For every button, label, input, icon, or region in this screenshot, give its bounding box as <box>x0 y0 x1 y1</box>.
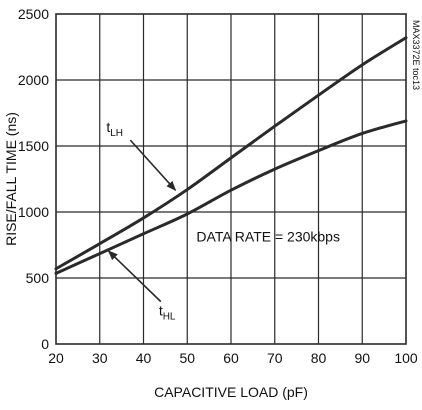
x-tick-label: 70 <box>267 350 283 366</box>
x-tick-labels: 20 30 40 50 60 70 80 90 100 <box>48 350 418 366</box>
x-tick-label: 100 <box>394 350 418 366</box>
series-layer <box>54 36 408 275</box>
y-tick-label: 2500 <box>18 6 49 22</box>
annotations: tLH tHL DATA RATE = 230kbps <box>106 119 340 322</box>
annotation-label-tlh: tLH <box>106 119 123 139</box>
plot-frame <box>55 13 407 345</box>
x-tick-label: 40 <box>136 350 152 366</box>
annotation-label-thl: tHL <box>159 303 176 323</box>
y-tick-labels: 0 500 1000 1500 2000 2500 <box>18 6 49 352</box>
y-axis-title: RISE/FALL TIME (ns) <box>3 112 19 246</box>
x-tick-label: 50 <box>179 350 195 366</box>
annotation-data-rate: DATA RATE = 230kbps <box>196 229 340 245</box>
series-line-thl <box>54 119 408 275</box>
y-tick-label: 2000 <box>18 72 49 88</box>
x-tick-label: 80 <box>311 350 327 366</box>
x-tick-label: 90 <box>354 350 370 366</box>
annotation-arrow-tlh <box>129 139 177 191</box>
series-line-tlh <box>54 36 408 271</box>
x-axis-title: CAPACITIVE LOAD (pF) <box>154 384 308 400</box>
x-tick-label: 30 <box>92 350 108 366</box>
y-tick-label: 0 <box>41 336 49 352</box>
grid <box>56 14 406 344</box>
y-tick-label: 1000 <box>18 204 49 220</box>
x-tick-label: 20 <box>48 350 64 366</box>
side-label: MAX3372E toc13 <box>411 20 421 90</box>
x-tick-label: 60 <box>223 350 239 366</box>
y-tick-label: 1500 <box>18 138 49 154</box>
y-tick-label: 500 <box>26 270 50 286</box>
annotation-arrow-thl <box>107 250 162 303</box>
